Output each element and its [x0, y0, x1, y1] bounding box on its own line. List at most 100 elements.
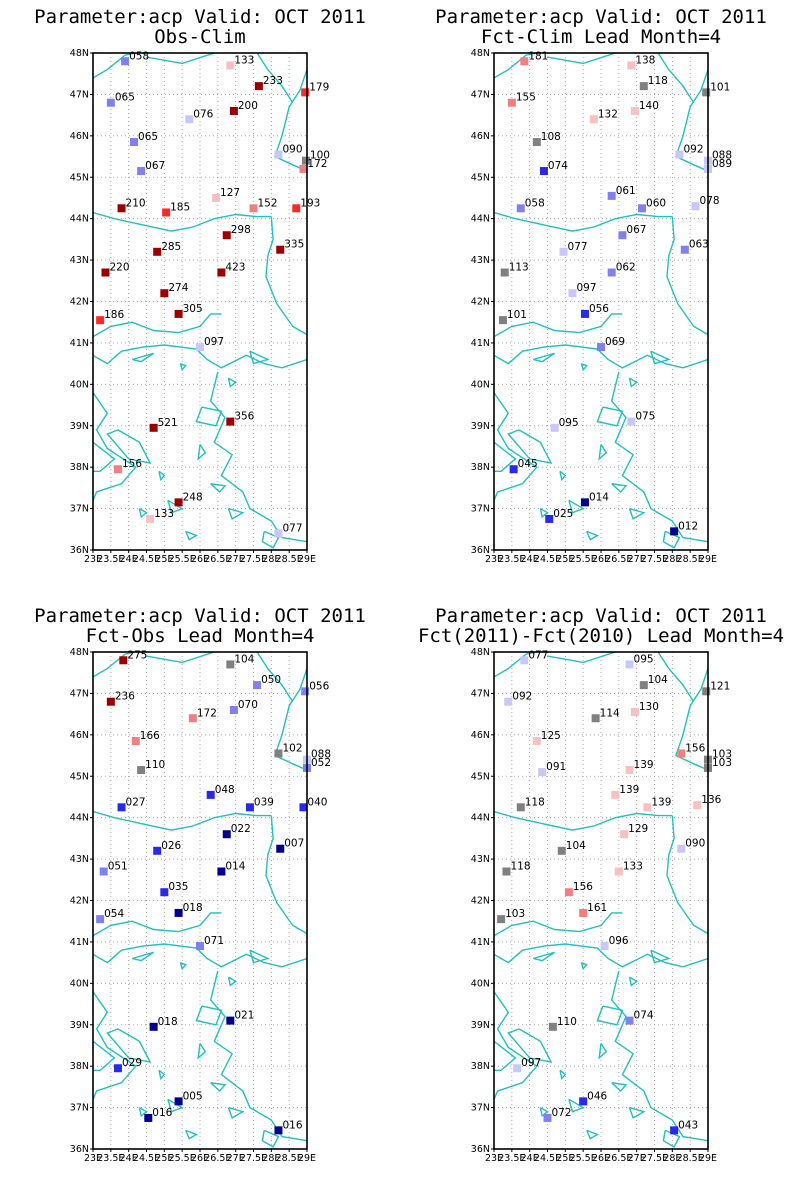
- station-value-label: 110: [145, 759, 165, 771]
- station-value-label: 091: [546, 761, 566, 773]
- station-value-label: 088: [311, 749, 331, 761]
- lon-tick-label: 26E: [592, 1153, 610, 1164]
- station-marker: [702, 88, 711, 97]
- station-value-label: 074: [548, 160, 568, 172]
- coastline: [494, 943, 708, 968]
- station-value-label: 103: [712, 757, 732, 769]
- station-value-label: 027: [126, 796, 146, 808]
- lon-tick-label: 25.5E: [169, 1153, 196, 1164]
- lon-tick-label: 28E: [663, 554, 681, 565]
- lon-tick-label: 27.5E: [240, 1153, 267, 1164]
- coastline: [507, 429, 553, 464]
- coastline: [596, 406, 624, 427]
- lon-tick-label: 27.5E: [240, 554, 267, 565]
- panel-title-line1: Parameter:acp Valid: OCT 2011: [435, 605, 767, 627]
- station-marker: [502, 867, 511, 876]
- coastline-layer: [93, 652, 307, 1148]
- station-marker: [113, 1064, 122, 1073]
- station-value-label: 139: [619, 784, 639, 796]
- lat-tick-label: 47N: [70, 89, 89, 100]
- coastline: [539, 507, 549, 519]
- station-value-label: 070: [238, 699, 258, 711]
- station-marker: [226, 660, 235, 669]
- lat-tick-label: 37N: [70, 1103, 89, 1114]
- lat-tick-label: 37N: [70, 504, 89, 515]
- station-marker: [274, 1126, 283, 1135]
- station-value-label: 138: [635, 54, 655, 66]
- station-marker: [597, 343, 605, 352]
- coastline: [146, 652, 215, 664]
- lat-tick-label: 47N: [471, 89, 490, 100]
- coastline: [274, 668, 307, 771]
- station-marker: [543, 1113, 552, 1122]
- lat-tick-label: 44N: [471, 214, 490, 225]
- station-marker: [548, 1022, 557, 1031]
- coastline: [179, 362, 187, 372]
- lon-tick-label: 29E: [298, 554, 316, 565]
- coastline: [666, 216, 708, 336]
- station-marker: [229, 705, 238, 714]
- coastline: [158, 1069, 166, 1081]
- lat-tick-label: 36N: [471, 1144, 490, 1155]
- coastline: [146, 53, 215, 65]
- station-marker: [600, 942, 609, 951]
- map-panel-4: Parameter:acp Valid: OCT 2011Fct(2011)-F…: [418, 605, 784, 1164]
- station-value-label: 179: [309, 81, 329, 93]
- station-marker: [639, 681, 648, 690]
- coastline: [106, 429, 152, 464]
- coastline: [675, 668, 708, 771]
- coastline: [93, 1040, 116, 1072]
- coastline: [210, 1082, 227, 1093]
- station-value-label: 275: [127, 649, 147, 661]
- station-value-label: 305: [183, 303, 203, 315]
- station-marker: [627, 61, 636, 70]
- coastline: [227, 507, 245, 520]
- station-marker: [301, 687, 310, 696]
- station-value-label: 014: [589, 491, 609, 503]
- station-value-label: 133: [154, 508, 174, 520]
- lon-tick-label: 24E: [120, 1153, 138, 1164]
- station-value-label: 152: [258, 197, 278, 209]
- station-marker: [639, 82, 648, 91]
- station-marker: [630, 708, 639, 717]
- station-value-label: 110: [557, 1016, 577, 1028]
- coastline: [93, 991, 137, 1100]
- lat-tick-label: 48N: [70, 48, 89, 59]
- panel-title-line2: Obs-Clim: [154, 26, 246, 48]
- lat-tick-label: 46N: [471, 131, 490, 142]
- station-marker: [643, 803, 652, 812]
- station-marker: [149, 423, 158, 432]
- station-marker: [516, 803, 525, 812]
- lat-tick-label: 40N: [70, 379, 89, 390]
- coastline: [138, 1106, 148, 1118]
- coastline: [611, 1082, 628, 1093]
- station-marker: [99, 867, 108, 876]
- station-marker: [620, 830, 629, 839]
- station-value-label: 014: [225, 861, 245, 873]
- station-value-label: 186: [104, 309, 124, 321]
- station-marker: [702, 687, 711, 696]
- station-marker: [196, 942, 204, 951]
- lat-tick-label: 41N: [471, 937, 490, 948]
- station-value-label: 127: [220, 187, 240, 199]
- station-marker: [229, 106, 238, 115]
- station-marker: [579, 1097, 588, 1106]
- station-value-label: 101: [507, 309, 527, 321]
- coastline: [494, 1040, 517, 1072]
- lat-tick-label: 42N: [70, 896, 89, 907]
- station-value-label: 236: [115, 691, 135, 703]
- station-marker: [137, 766, 146, 775]
- station-marker: [117, 204, 126, 213]
- station-value-label: 088: [712, 150, 732, 162]
- panel-title-line2: Fct-Obs Lead Month=4: [86, 625, 315, 647]
- station-value-label: 097: [576, 282, 596, 294]
- station-marker: [153, 846, 162, 855]
- lat-tick-label: 46N: [70, 131, 89, 142]
- station-value-label: 021: [234, 1010, 254, 1022]
- station-value-label: 022: [231, 823, 251, 835]
- station-marker: [550, 423, 559, 432]
- station-value-label: 274: [168, 282, 188, 294]
- station-value-label: 140: [639, 100, 659, 112]
- lon-tick-label: 27E: [628, 1153, 646, 1164]
- lon-tick-label: 25E: [556, 1153, 574, 1164]
